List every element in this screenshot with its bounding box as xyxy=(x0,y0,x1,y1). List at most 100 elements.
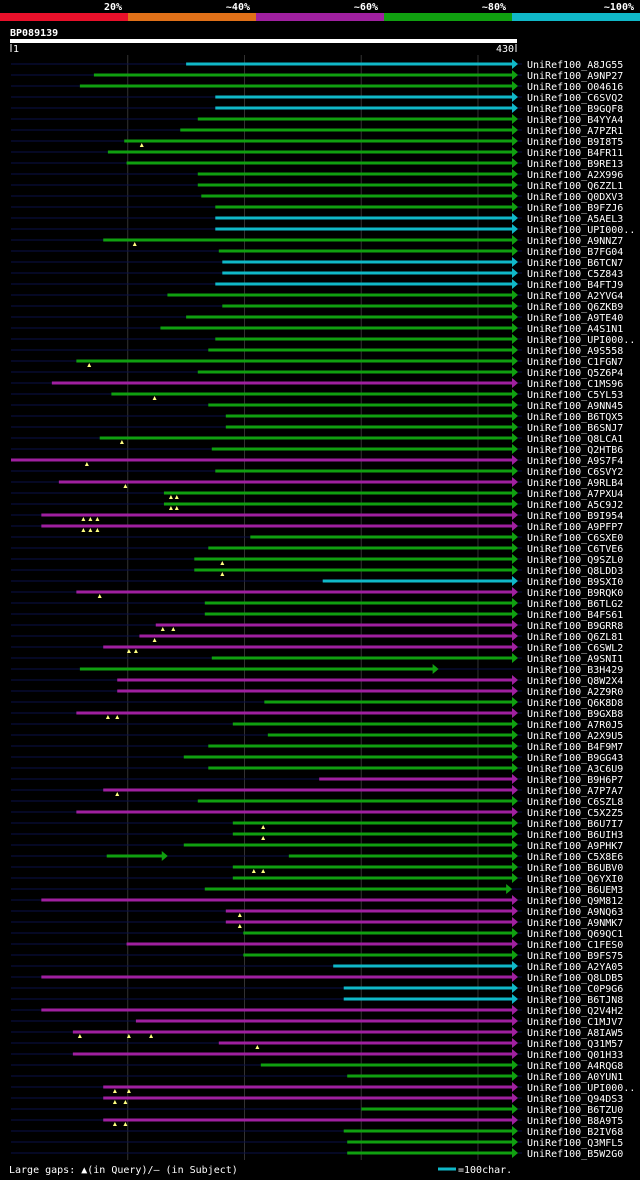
alignment-arrow xyxy=(512,290,518,300)
alignment-row: UniRef100_Q5Z6P4 xyxy=(11,367,623,379)
alignment-row: UniRef100_B9GXB8 xyxy=(11,708,623,720)
row-label: UniRef100_C6SZL8 xyxy=(527,797,623,808)
alignment-row: UniRef100_B7FG04 xyxy=(11,246,623,258)
row-label: UniRef100_B2IV68 xyxy=(527,1127,623,1138)
alignment-arrow xyxy=(512,224,518,234)
row-label: UniRef100_A3C6U9 xyxy=(527,764,623,775)
alignment-row: UniRef100_B9GQF8 xyxy=(11,103,623,115)
alignment-arrow xyxy=(512,103,518,113)
query-gap-marker xyxy=(77,1034,82,1038)
alignment-bar xyxy=(197,172,513,176)
alignment-bar xyxy=(167,293,514,297)
alignment-arrow xyxy=(512,785,518,795)
row-label: UniRef100_C6SXE0 xyxy=(527,533,623,544)
alignment-row: UniRef100_C5X2Z5 xyxy=(11,807,623,819)
alignment-bar xyxy=(79,667,434,671)
alignment-row: UniRef100_Q8LCA1 xyxy=(11,433,623,445)
alignment-bar xyxy=(41,898,514,902)
alignment-row: UniRef100_A7PXU4 xyxy=(11,488,623,500)
alignment-row: UniRef100_C5X8E6 xyxy=(11,851,623,863)
row-label: UniRef100_B9GRR8 xyxy=(527,621,623,632)
alignment-row: UniRef100_C6SVY2 xyxy=(11,466,623,478)
alignment-arrow xyxy=(512,1038,518,1048)
query-gap-marker xyxy=(81,528,86,532)
alignment-bar xyxy=(215,282,514,286)
alignment-bar xyxy=(103,238,513,242)
alignment-arrow xyxy=(512,697,518,707)
alignment-bar xyxy=(111,392,514,396)
query-gap-marker xyxy=(160,627,165,631)
query-gap-marker xyxy=(81,517,86,521)
query-gap-marker xyxy=(88,517,93,521)
row-label: UniRef100_A5C9J2 xyxy=(527,500,623,511)
alignment-bar xyxy=(93,73,514,77)
legend-swatch xyxy=(128,13,256,21)
alignment-bar xyxy=(232,821,513,825)
alignment-row: UniRef100_C1FES0 xyxy=(11,939,623,951)
alignment-arrow xyxy=(512,642,518,652)
alignment-arrow xyxy=(512,576,518,586)
alignment-row: UniRef100_A4S1N1 xyxy=(11,323,623,335)
query-gap-marker xyxy=(168,506,173,510)
query-gap-marker xyxy=(251,869,256,873)
alignment-bar xyxy=(225,425,513,429)
alignment-row: UniRef100_C6SVQ2 xyxy=(11,92,623,104)
row-label: UniRef100_B4FTJ9 xyxy=(527,280,623,291)
alignment-bar xyxy=(186,315,513,319)
alignment-arrow xyxy=(512,521,518,531)
row-label: UniRef100_Q6ZKB9 xyxy=(527,302,623,313)
alignment-arrow xyxy=(512,510,518,520)
query-gap-marker xyxy=(119,440,124,444)
alignment-arrow xyxy=(512,961,518,971)
alignment-bar xyxy=(208,546,513,550)
legend-swatch xyxy=(0,13,128,21)
row-label: UniRef100_A2YA05 xyxy=(527,962,623,973)
alignment-arrow xyxy=(512,873,518,883)
axis-bar xyxy=(10,39,517,43)
alignment-bar xyxy=(11,458,513,462)
alignment-arrow xyxy=(512,598,518,608)
legend-label: ~60% xyxy=(354,2,378,13)
alignment-bar xyxy=(117,689,513,693)
alignment-row: UniRef100_B9I8T5 xyxy=(11,136,623,148)
alignment-arrow xyxy=(512,774,518,784)
alignment-bar xyxy=(41,513,514,517)
legend-label: ~80% xyxy=(482,2,506,13)
alignment-bar xyxy=(204,612,513,616)
alignment-row: UniRef100_B6TQX5 xyxy=(11,411,623,423)
alignment-bar xyxy=(343,997,513,1001)
alignment-row: UniRef100_A9NP27 xyxy=(11,70,623,82)
alignment-arrow xyxy=(512,136,518,146)
alignment-arrow xyxy=(512,312,518,322)
alignment-row: UniRef100_B6UEM3 xyxy=(11,884,623,896)
alignment-row: UniRef100_Q3MFL5 xyxy=(11,1137,623,1149)
alignment-arrow xyxy=(512,840,518,850)
query-gap-marker xyxy=(152,396,157,400)
alignment-arrow xyxy=(512,686,518,696)
alignment-bar xyxy=(72,1052,513,1056)
row-label: UniRef100_A9PFP7 xyxy=(527,522,623,533)
alignment-row: UniRef100_B9GG43 xyxy=(11,752,623,764)
row-label: UniRef100_C1FES0 xyxy=(527,940,623,951)
row-label: UniRef100_A7PXU4 xyxy=(527,489,623,500)
alignment-arrow xyxy=(512,81,518,91)
row-label: UniRef100_B6UIH3 xyxy=(527,830,623,841)
alignment-arrow xyxy=(512,1016,518,1026)
alignment-bar xyxy=(322,579,513,583)
alignment-arrow xyxy=(512,367,518,377)
query-gap-marker xyxy=(84,462,89,466)
row-label: UniRef100_A9NP27 xyxy=(527,71,623,82)
alignment-row: UniRef100_A9PHK7 xyxy=(11,840,623,852)
alignment-bar xyxy=(197,117,513,121)
alignment-arrow xyxy=(512,675,518,685)
row-label: UniRef100_UPI000.. xyxy=(527,335,635,346)
alignment-row: UniRef100_C1MJV7 xyxy=(11,1016,623,1028)
row-label: UniRef100_A4S1N1 xyxy=(527,324,623,335)
alignment-arrow xyxy=(512,1071,518,1081)
alignment-row: UniRef100_B8A9T5 xyxy=(11,1115,623,1127)
alignment-bar xyxy=(267,733,513,737)
legend-swatch xyxy=(384,13,512,21)
legend-swatch xyxy=(512,13,640,21)
row-label: UniRef100_A4RQG8 xyxy=(527,1061,623,1072)
alignment-bar xyxy=(58,480,514,484)
